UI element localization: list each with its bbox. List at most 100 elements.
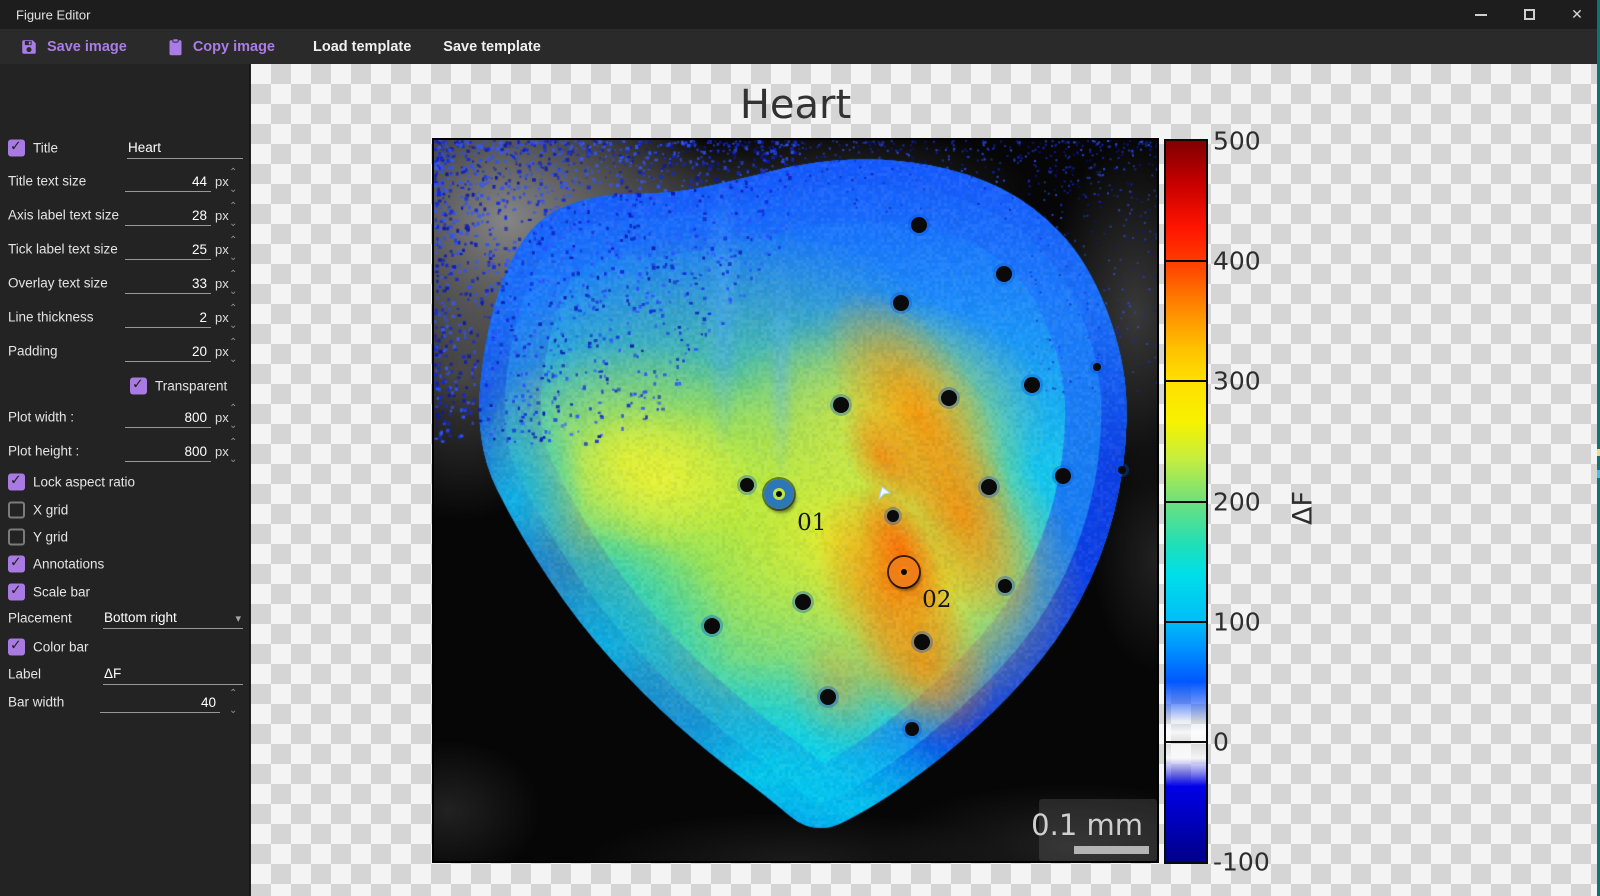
annotation-marker-01[interactable] <box>763 479 794 510</box>
plot-width-input[interactable]: 800 <box>125 406 211 428</box>
copy-image-button[interactable]: Copy image <box>167 37 275 56</box>
colorbar-tick-label: 300 <box>1213 366 1261 396</box>
electrode-dot <box>911 217 928 234</box>
spinner-up-icon[interactable]: ⌃ <box>229 337 238 348</box>
line-thickness-row: Line thickness 2 px ⌃ ⌄ <box>0 303 250 331</box>
colorbar-tick-line <box>1166 740 1206 743</box>
color-bar-label: Color bar <box>33 639 89 655</box>
colorbar-label-row: Label ΔF <box>0 660 250 688</box>
spinner-down-icon[interactable]: ⌄ <box>229 420 238 431</box>
spinner-up-icon[interactable]: ⌃ <box>229 201 238 212</box>
line-thickness-input[interactable]: 2 <box>125 306 211 328</box>
color-bar-row: Color bar <box>0 633 250 661</box>
spinner-down-icon[interactable]: ⌄ <box>229 218 238 229</box>
colorbar-tick-label: -100 <box>1213 847 1270 877</box>
colorbar <box>1164 139 1208 864</box>
spinner-down-icon[interactable]: ⌄ <box>229 354 238 365</box>
lock-aspect-row: Lock aspect ratio <box>0 468 250 496</box>
save-template-button[interactable]: Save template <box>443 39 541 55</box>
padding-stepper: ⌃ ⌄ <box>229 337 243 365</box>
spinner-down-icon[interactable]: ⌄ <box>229 286 238 297</box>
title-row: Title Heart <box>0 134 250 162</box>
tick-label-size-input[interactable]: 25 <box>125 238 211 260</box>
annotations-row: Annotations <box>0 550 250 578</box>
title-text-size-input[interactable]: 44 <box>125 170 211 192</box>
y-grid-checkbox[interactable] <box>8 528 25 546</box>
electrode-dot <box>740 477 755 492</box>
tick-label-size-unit: px <box>215 242 229 257</box>
x-grid-checkbox[interactable] <box>8 501 25 519</box>
plot-width-label: Plot width : <box>8 409 75 425</box>
axis-label-size-row: Axis label text size 28 px ⌃ ⌄ <box>0 201 250 229</box>
colorbar-label-input[interactable]: ΔF <box>103 663 243 685</box>
title-checkbox[interactable] <box>8 139 25 157</box>
colorbar-tick-label: 400 <box>1213 246 1261 276</box>
axis-label-size-value: 28 <box>191 208 207 223</box>
annotations-checkbox[interactable] <box>8 555 25 573</box>
axis-label-size-input[interactable]: 28 <box>125 204 211 226</box>
bar-width-label: Bar width <box>8 694 65 710</box>
close-button[interactable]: ✕ <box>1568 6 1586 24</box>
heatmap-image <box>434 140 1157 861</box>
minimize-button[interactable] <box>1472 6 1490 24</box>
spinner-up-icon[interactable]: ⌃ <box>229 437 238 448</box>
maximize-icon <box>1523 9 1535 20</box>
lock-aspect-checkbox[interactable] <box>8 473 25 491</box>
colorbar-tick-line <box>1166 500 1206 503</box>
spinner-down-icon[interactable]: ⌄ <box>229 252 238 263</box>
spinner-up-icon[interactable]: ⌃ <box>229 269 238 280</box>
load-template-button[interactable]: Load template <box>313 39 411 55</box>
colorbar-axis-label: ΔF <box>1287 490 1319 526</box>
spinner-down-icon[interactable]: ⌄ <box>229 705 238 716</box>
spinner-up-icon[interactable]: ⌃ <box>229 235 238 246</box>
bar-width-row: Bar width 40 ⌃ ⌄ <box>0 688 250 716</box>
overlay-size-row: Overlay text size 33 px ⌃ ⌄ <box>0 269 250 297</box>
window-controls: ✕ <box>1472 0 1586 29</box>
spinner-down-icon[interactable]: ⌄ <box>229 320 238 331</box>
title-input[interactable]: Heart <box>127 137 243 159</box>
padding-value: 20 <box>191 344 207 359</box>
plot-height-input[interactable]: 800 <box>125 440 211 462</box>
save-image-button[interactable]: Save image <box>20 38 127 56</box>
electrode-dot <box>981 478 998 495</box>
colorbar-tick-label: 200 <box>1213 487 1261 516</box>
toolbar: Save image Copy image Load template Save… <box>0 29 1600 64</box>
line-thickness-value: 2 <box>199 310 207 325</box>
line-thickness-label: Line thickness <box>8 309 94 325</box>
plot-width-stepper: ⌃ ⌄ <box>229 403 243 431</box>
spinner-up-icon[interactable]: ⌃ <box>229 688 238 699</box>
spinner-up-icon[interactable]: ⌃ <box>229 303 238 314</box>
scale-bar-row: Scale bar <box>0 578 250 606</box>
spinner-down-icon[interactable]: ⌄ <box>229 184 238 195</box>
colorbar-tick-line <box>1166 620 1206 623</box>
annotation-marker-02[interactable] <box>888 556 919 587</box>
overlay-size-input[interactable]: 33 <box>125 272 211 294</box>
padding-input[interactable]: 20 <box>125 340 211 362</box>
transparent-checkbox[interactable] <box>130 377 147 395</box>
spinner-up-icon[interactable]: ⌃ <box>229 167 238 178</box>
chevron-down-icon: ▾ <box>235 612 241 625</box>
color-bar-checkbox[interactable] <box>8 638 25 656</box>
annotation-label-02: 02 <box>922 587 952 614</box>
plot-height-label: Plot height : <box>8 443 80 459</box>
title-label: Title <box>33 140 59 156</box>
colorbar-tick-line <box>1166 380 1206 383</box>
scale-bar-checkbox[interactable] <box>8 583 25 601</box>
overlay-size-stepper: ⌃ ⌄ <box>229 269 243 297</box>
electrode-dot <box>1055 467 1071 484</box>
plot-height-value: 800 <box>184 444 207 459</box>
maximize-button[interactable] <box>1520 6 1538 24</box>
bar-width-input[interactable]: 40 <box>100 691 220 713</box>
placement-dropdown[interactable]: Bottom right ▾ <box>103 607 243 629</box>
padding-unit: px <box>215 344 229 359</box>
electrode-dot <box>940 390 957 407</box>
spinner-up-icon[interactable]: ⌃ <box>229 403 238 414</box>
cursor-marker-icon <box>878 485 892 501</box>
minimize-icon <box>1475 13 1487 16</box>
window-edge-scrollbar[interactable] <box>1597 0 1600 896</box>
lock-aspect-label: Lock aspect ratio <box>33 474 136 490</box>
spinner-down-icon[interactable]: ⌄ <box>229 454 238 465</box>
title-text-size-row: Title text size 44 px ⌃ ⌄ <box>0 167 250 195</box>
electrode-dot <box>703 617 720 634</box>
